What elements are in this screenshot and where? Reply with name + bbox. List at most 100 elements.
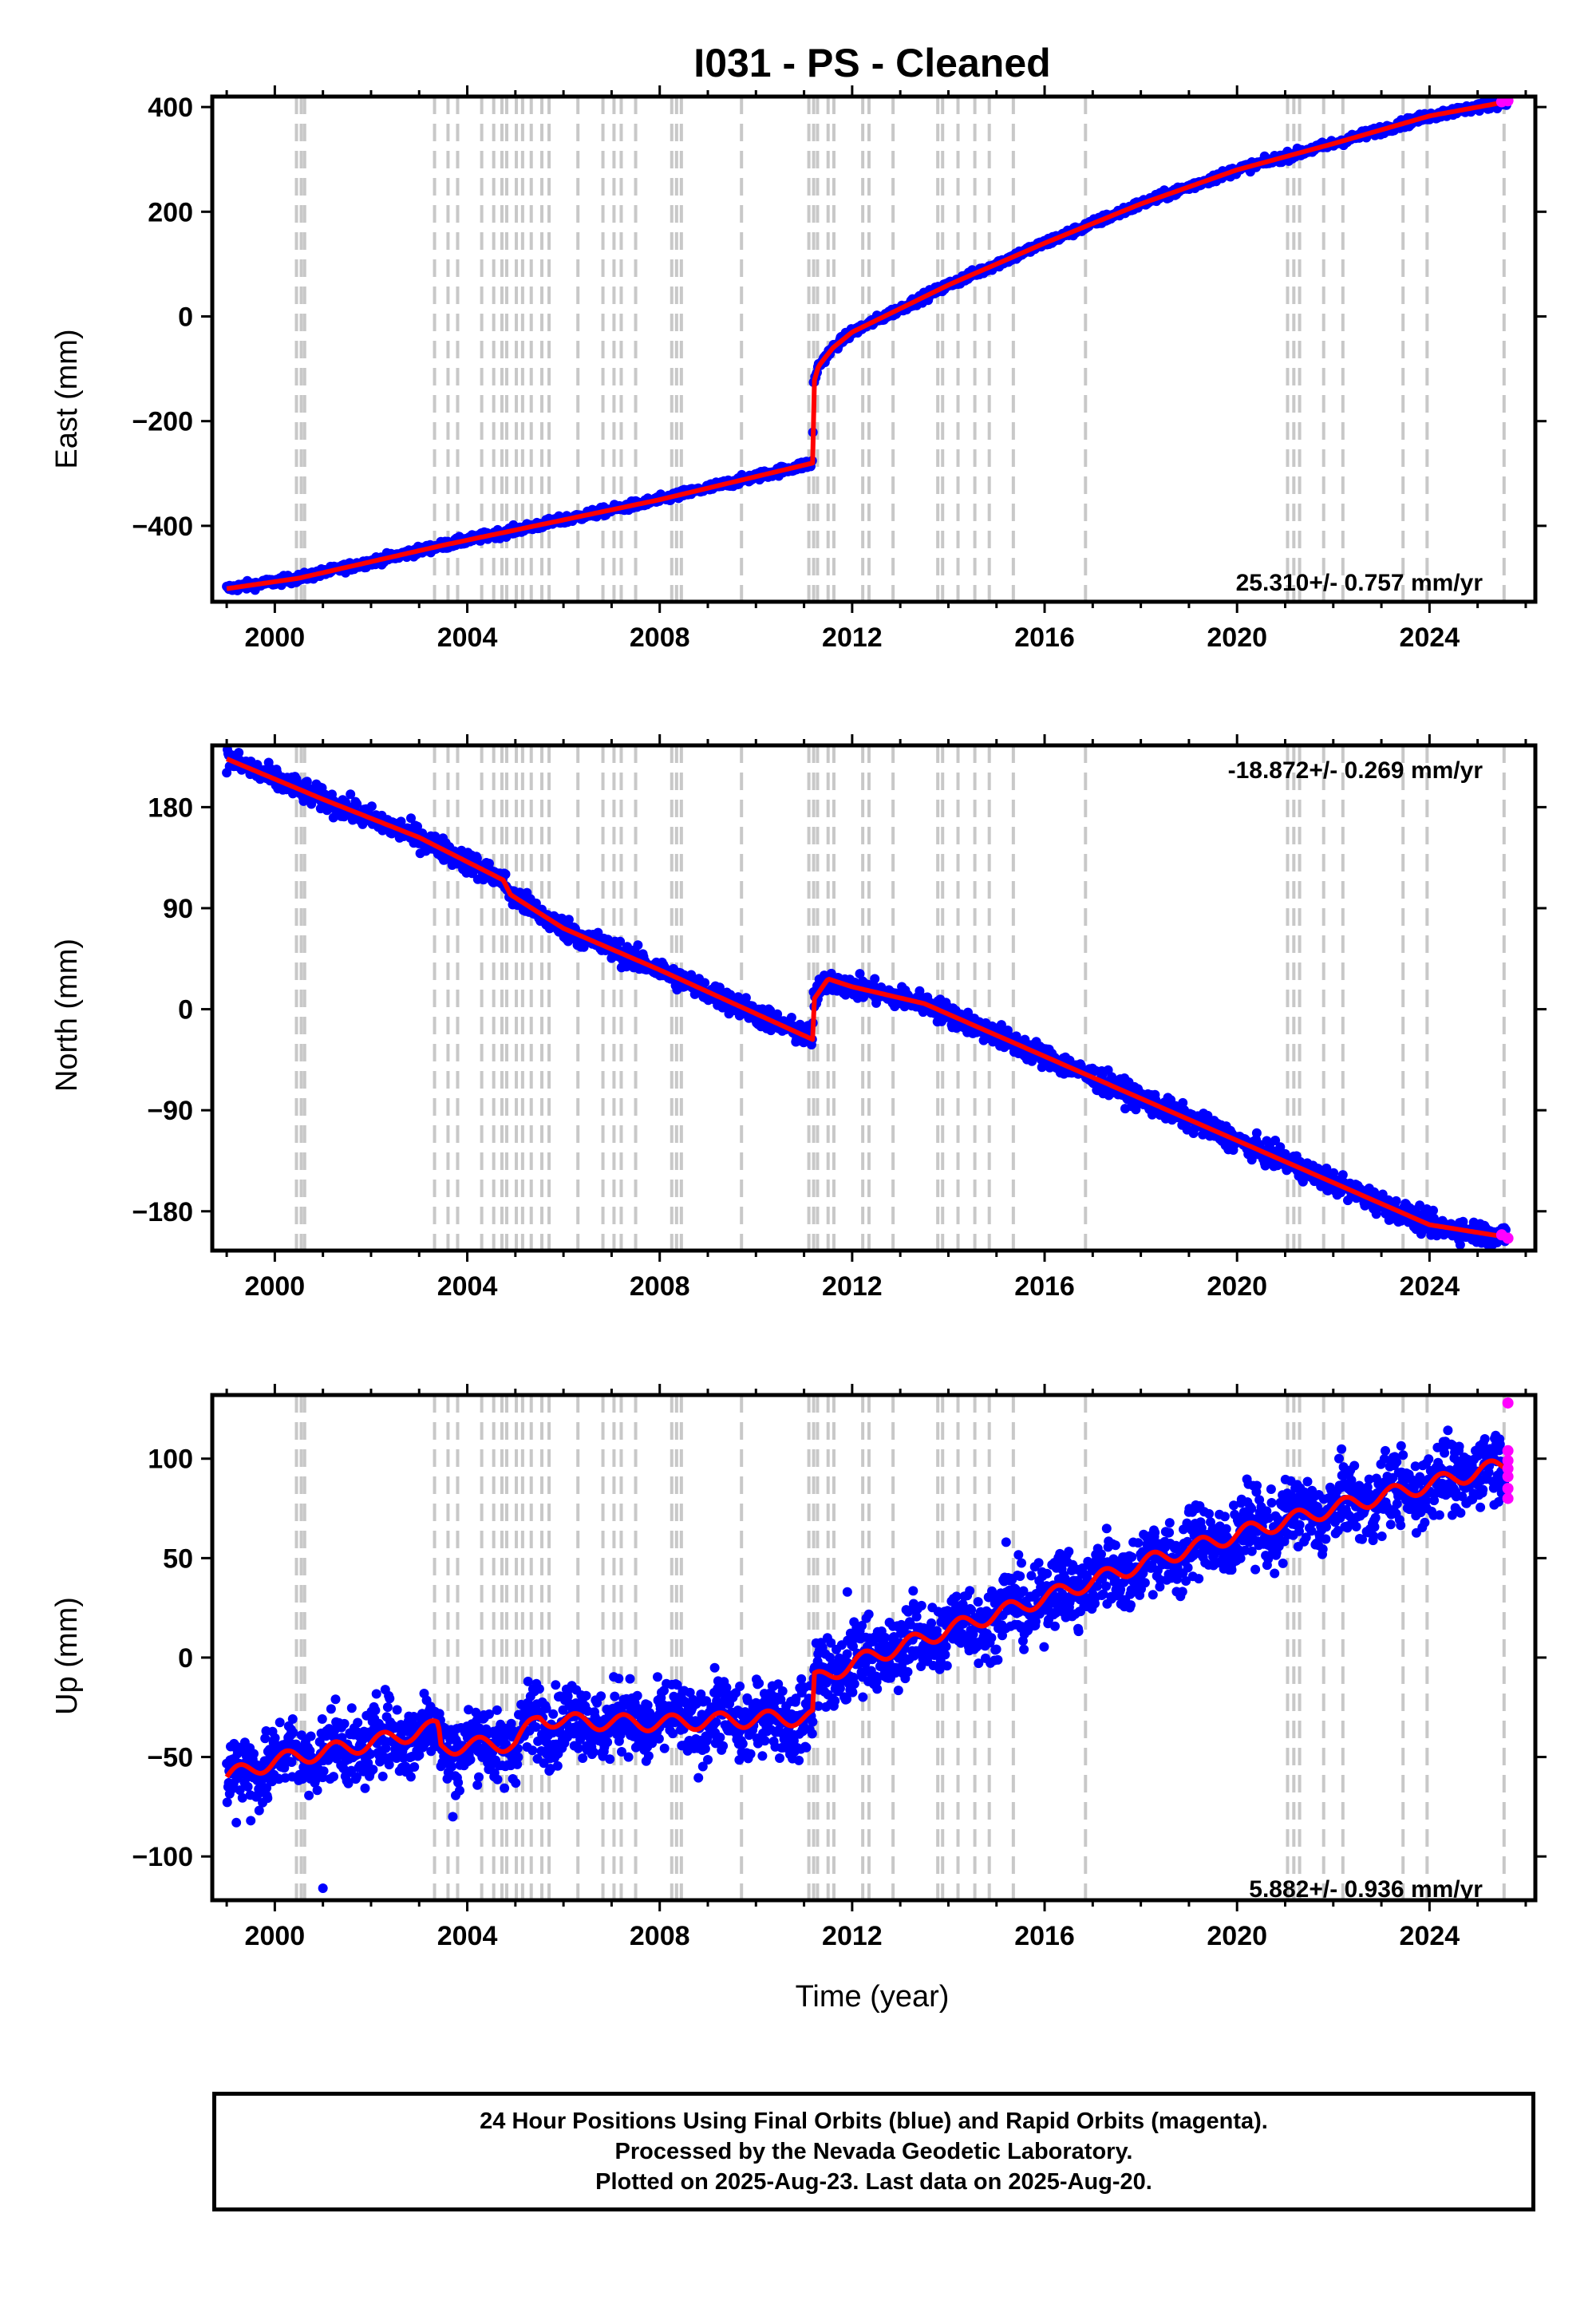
final-orbit-point: [353, 1717, 363, 1728]
final-orbit-point: [368, 1765, 378, 1775]
final-orbit-point: [413, 821, 422, 832]
x-tick-label: 2016: [1014, 1271, 1075, 1302]
final-orbit-point: [396, 816, 406, 827]
y-tick-label: 400: [148, 93, 193, 123]
final-orbit-point: [352, 799, 362, 809]
final-orbit-point: [552, 1761, 563, 1771]
final-orbit-point: [615, 936, 626, 947]
final-orbit-point: [786, 1013, 796, 1022]
final-orbit-point: [366, 801, 377, 812]
final-orbit-point: [633, 940, 643, 951]
final-orbit-point: [304, 1790, 314, 1800]
figure-title: I031 - PS - Cleaned: [693, 41, 1050, 85]
final-orbit-point: [330, 1694, 341, 1705]
final-orbit-point: [318, 1766, 329, 1777]
final-orbit-point: [465, 1754, 476, 1765]
final-orbit-point: [455, 1785, 464, 1796]
final-orbit-point: [312, 1785, 322, 1796]
final-orbit-point: [578, 1753, 588, 1763]
final-orbit-point: [472, 1780, 483, 1790]
x-tick-label: 2024: [1400, 622, 1460, 653]
y-tick-label: 200: [148, 197, 193, 227]
final-orbit-point: [534, 1684, 544, 1694]
x-tick-label: 2004: [437, 622, 498, 653]
x-tick-label: 2020: [1207, 622, 1267, 653]
final-orbit-point: [735, 1682, 745, 1691]
final-orbit-point: [551, 1680, 561, 1690]
final-orbit-point: [527, 1745, 538, 1756]
final-orbit-point: [234, 748, 244, 758]
x-tick-label: 2012: [822, 622, 883, 653]
final-orbit-point: [700, 978, 710, 988]
x-tick-label: 2020: [1207, 1271, 1267, 1302]
north-axis-label: North (mm): [50, 939, 84, 1092]
final-orbit-point: [610, 1691, 620, 1701]
final-orbit-point: [492, 1705, 502, 1715]
final-orbit-point: [870, 974, 880, 984]
final-orbit-point: [531, 1722, 541, 1732]
final-orbit-point: [693, 1773, 704, 1783]
north-rate-label: -18.872+/- 0.269 mm/yr: [1228, 757, 1483, 784]
final-orbit-point: [596, 1691, 606, 1701]
up-panel: 2000 2004 2008 2012 2016 2020 2024−100−5005010…: [50, 1384, 1547, 1951]
final-orbit-point: [492, 1774, 503, 1784]
final-orbit-point: [1251, 1128, 1262, 1138]
x-tick-label: 2000: [245, 622, 306, 653]
model-line: [226, 99, 1507, 591]
final-orbit-point: [405, 1772, 416, 1782]
y-tick-label: 0: [178, 995, 193, 1026]
y-tick-label: 180: [148, 792, 193, 823]
y-tick-label: 0: [178, 302, 193, 333]
final-orbit-point: [329, 1772, 338, 1782]
x-tick-label: 2000: [245, 1271, 306, 1302]
final-orbit-point: [718, 1741, 729, 1751]
final-orbit-point: [326, 1704, 336, 1714]
final-orbit-point: [263, 1793, 273, 1804]
rapid-orbit-point: [1502, 1232, 1514, 1244]
final-orbit-point: [632, 1690, 642, 1701]
final-orbit-point: [317, 1714, 327, 1724]
final-orbit-point: [377, 1771, 388, 1781]
final-orbit-point: [370, 1705, 381, 1716]
final-orbit-point: [447, 1761, 457, 1772]
final-orbit-point: [654, 1733, 664, 1744]
final-orbit-point: [306, 1731, 316, 1741]
final-orbit-point: [500, 869, 511, 879]
final-orbit-point: [275, 1717, 285, 1728]
final-orbit-point: [703, 1755, 713, 1765]
final-orbit-point: [602, 1737, 613, 1747]
final-orbit-point: [339, 1718, 350, 1729]
final-orbit-point: [360, 1783, 370, 1793]
x-tick-label: 2012: [822, 1271, 883, 1302]
east-panel: 2000 2004 2008 2012 2016 2020 2024−400−2000200…: [50, 85, 1547, 653]
x-tick-label: 2008: [630, 622, 690, 653]
final-orbit-point: [745, 1749, 756, 1759]
x-tick-label: 2008: [630, 1271, 690, 1302]
plot-frame: [210, 94, 1538, 604]
east-axis-label: East (mm): [50, 329, 84, 468]
x-tick-label: 2004: [437, 1271, 498, 1302]
final-orbit-point: [754, 1678, 764, 1689]
final-orbit-point: [302, 777, 312, 787]
final-orbit-point: [346, 1703, 357, 1713]
final-orbit-point: [709, 1662, 720, 1673]
x-tick-label: 2024: [1400, 1271, 1460, 1302]
final-orbit-point: [593, 927, 603, 938]
final-orbit-point: [500, 1783, 510, 1793]
final-orbit-point: [1455, 1239, 1465, 1250]
final-orbit-point: [614, 1674, 624, 1684]
final-orbit-point: [511, 1778, 521, 1788]
final-orbit-point: [382, 1702, 393, 1713]
final-orbit-point: [409, 1762, 420, 1772]
final-orbit-point: [222, 1797, 232, 1808]
final-orbit-point: [249, 1749, 259, 1759]
north-panel: 2000 2004 2008 2012 2016 2020 2024−180−9009018…: [50, 734, 1547, 1302]
final-orbit-point: [625, 1674, 635, 1684]
final-orbit-point: [715, 1733, 725, 1742]
y-tick-label: −180: [132, 1197, 193, 1227]
final-orbit-point: [287, 1714, 298, 1724]
final-orbit-point: [513, 1752, 523, 1762]
final-orbit-point: [588, 1747, 598, 1757]
final-orbit-point: [288, 1728, 298, 1737]
y-tick-label: −200: [132, 407, 193, 437]
